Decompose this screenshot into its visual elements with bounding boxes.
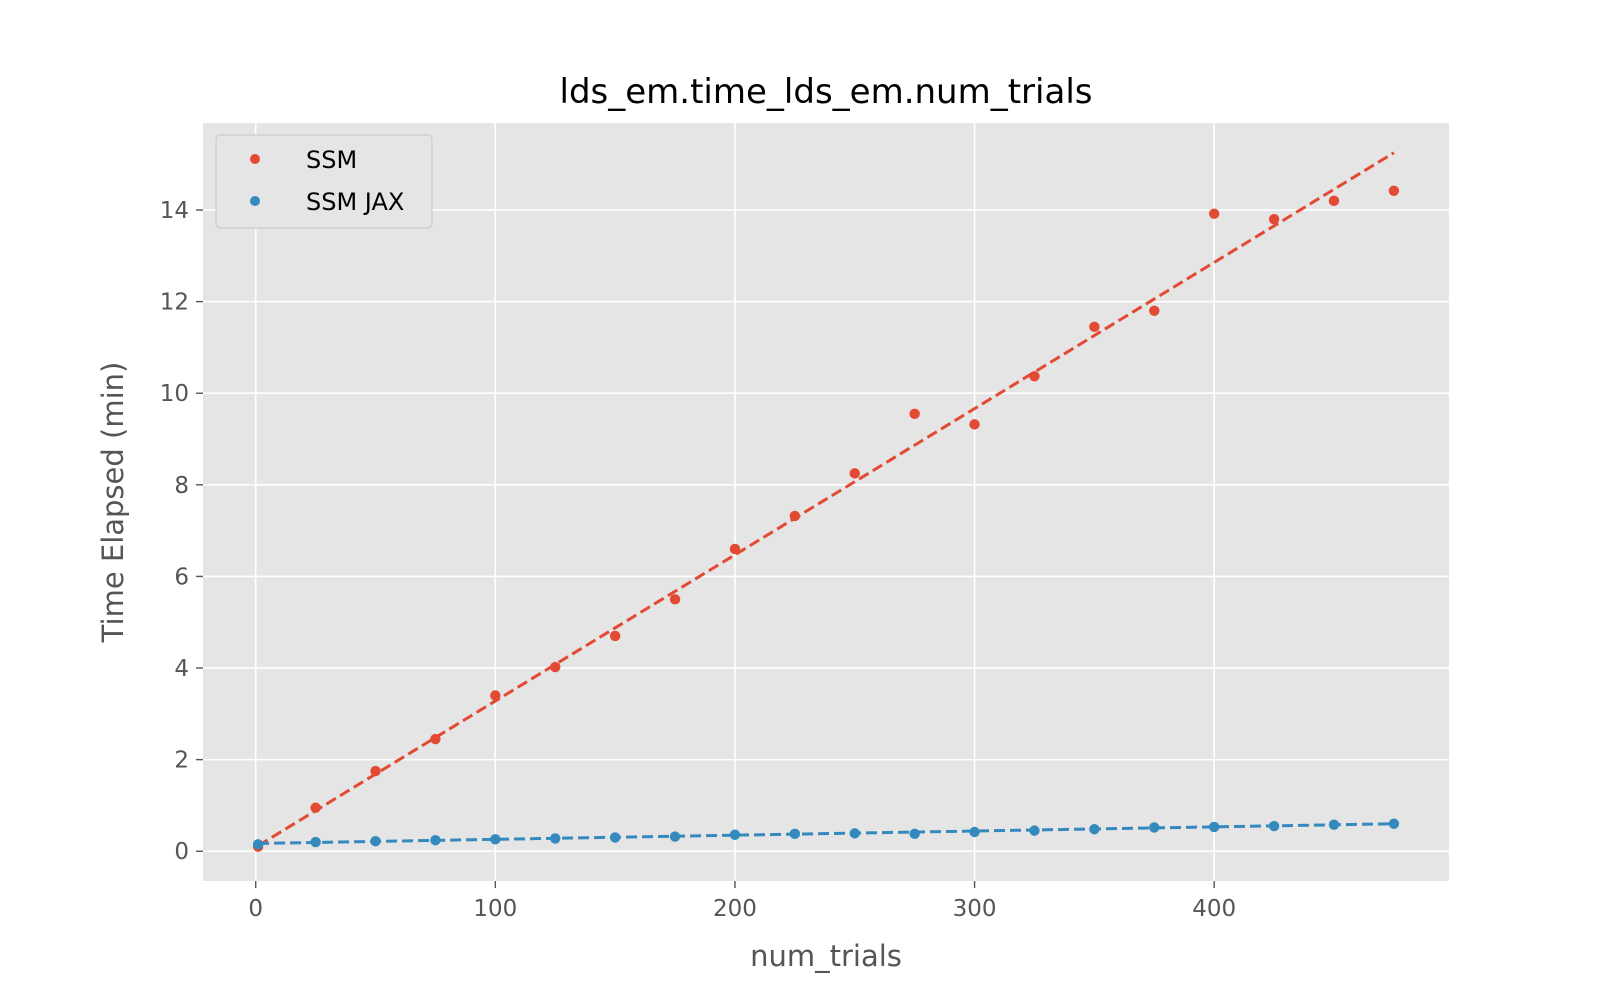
point-ssm-jax [430, 835, 441, 846]
y-axis-label: Time Elapsed (min) [96, 362, 130, 644]
point-ssm-jax [1268, 820, 1280, 832]
grid [203, 123, 1449, 881]
y-tick-label: 10 [160, 381, 189, 407]
point-ssm [969, 419, 980, 430]
axis-ticks: 0 100 200 300 400 0 2 4 6 8 10 12 14 [160, 198, 1236, 922]
point-ssm-jax [1149, 822, 1160, 833]
legend-marker-ssm [250, 154, 260, 164]
point-ssm-jax [909, 828, 920, 840]
trend-lines [257, 151, 1395, 848]
point-ssm [909, 408, 920, 420]
point-ssm [849, 468, 860, 479]
point-ssm-jax [252, 839, 264, 850]
point-ssm [1328, 195, 1340, 207]
point-ssm-jax [550, 833, 561, 844]
trend-line-ssm-jax [258, 822, 1394, 845]
y-tick-label: 14 [160, 198, 189, 224]
point-ssm-jax [490, 834, 501, 845]
point-ssm-jax [729, 829, 741, 840]
y-tick-label: 2 [174, 748, 189, 774]
point-ssm-jax [669, 831, 681, 842]
data-points [252, 185, 1400, 852]
point-ssm [729, 543, 741, 555]
point-ssm-jax [849, 828, 860, 839]
x-tick-label: 100 [473, 896, 517, 922]
point-ssm [430, 733, 441, 745]
trend-line-ssm [257, 151, 1395, 848]
point-ssm [1089, 321, 1100, 333]
point-ssm [1268, 213, 1280, 225]
point-ssm-jax [1089, 824, 1100, 835]
y-tick-label: 8 [174, 473, 189, 499]
y-tick-label: 0 [174, 839, 189, 865]
point-ssm [789, 510, 801, 522]
y-tick-label: 12 [160, 290, 189, 316]
point-ssm [490, 690, 501, 701]
legend-box [215, 134, 433, 229]
point-ssm-jax [1208, 821, 1220, 833]
legend: SSM SSM JAX [215, 134, 433, 229]
point-ssm [310, 802, 321, 813]
point-ssm-jax [789, 828, 801, 840]
legend-label-ssm-jax: SSM JAX [306, 188, 404, 216]
chart-title: lds_em.time_lds_em.num_trials [560, 72, 1093, 112]
point-ssm-jax [1029, 825, 1040, 836]
point-ssm-jax [310, 836, 321, 848]
x-tick-label: 0 [248, 896, 263, 922]
point-ssm [669, 594, 681, 605]
point-ssm [1149, 305, 1160, 316]
y-tick-label: 6 [174, 564, 189, 590]
x-tick-label: 400 [1192, 896, 1236, 922]
point-ssm [609, 630, 621, 642]
x-axis-label: num_trials [750, 939, 902, 973]
x-tick-label: 300 [953, 896, 997, 922]
point-ssm-jax [1328, 819, 1340, 830]
point-ssm-jax [370, 835, 381, 847]
point-ssm-jax [969, 826, 980, 838]
point-ssm-jax [609, 832, 621, 843]
y-tick-label: 4 [174, 656, 189, 682]
plot-area [203, 123, 1449, 881]
point-ssm [370, 765, 381, 777]
point-ssm [1029, 371, 1040, 382]
legend-label-ssm: SSM [306, 146, 357, 174]
x-tick-label: 200 [713, 896, 757, 922]
point-ssm-jax [1388, 818, 1400, 829]
point-ssm [1208, 208, 1220, 219]
point-ssm [550, 661, 561, 673]
legend-marker-ssm-jax [250, 196, 260, 206]
point-ssm [1388, 185, 1400, 196]
